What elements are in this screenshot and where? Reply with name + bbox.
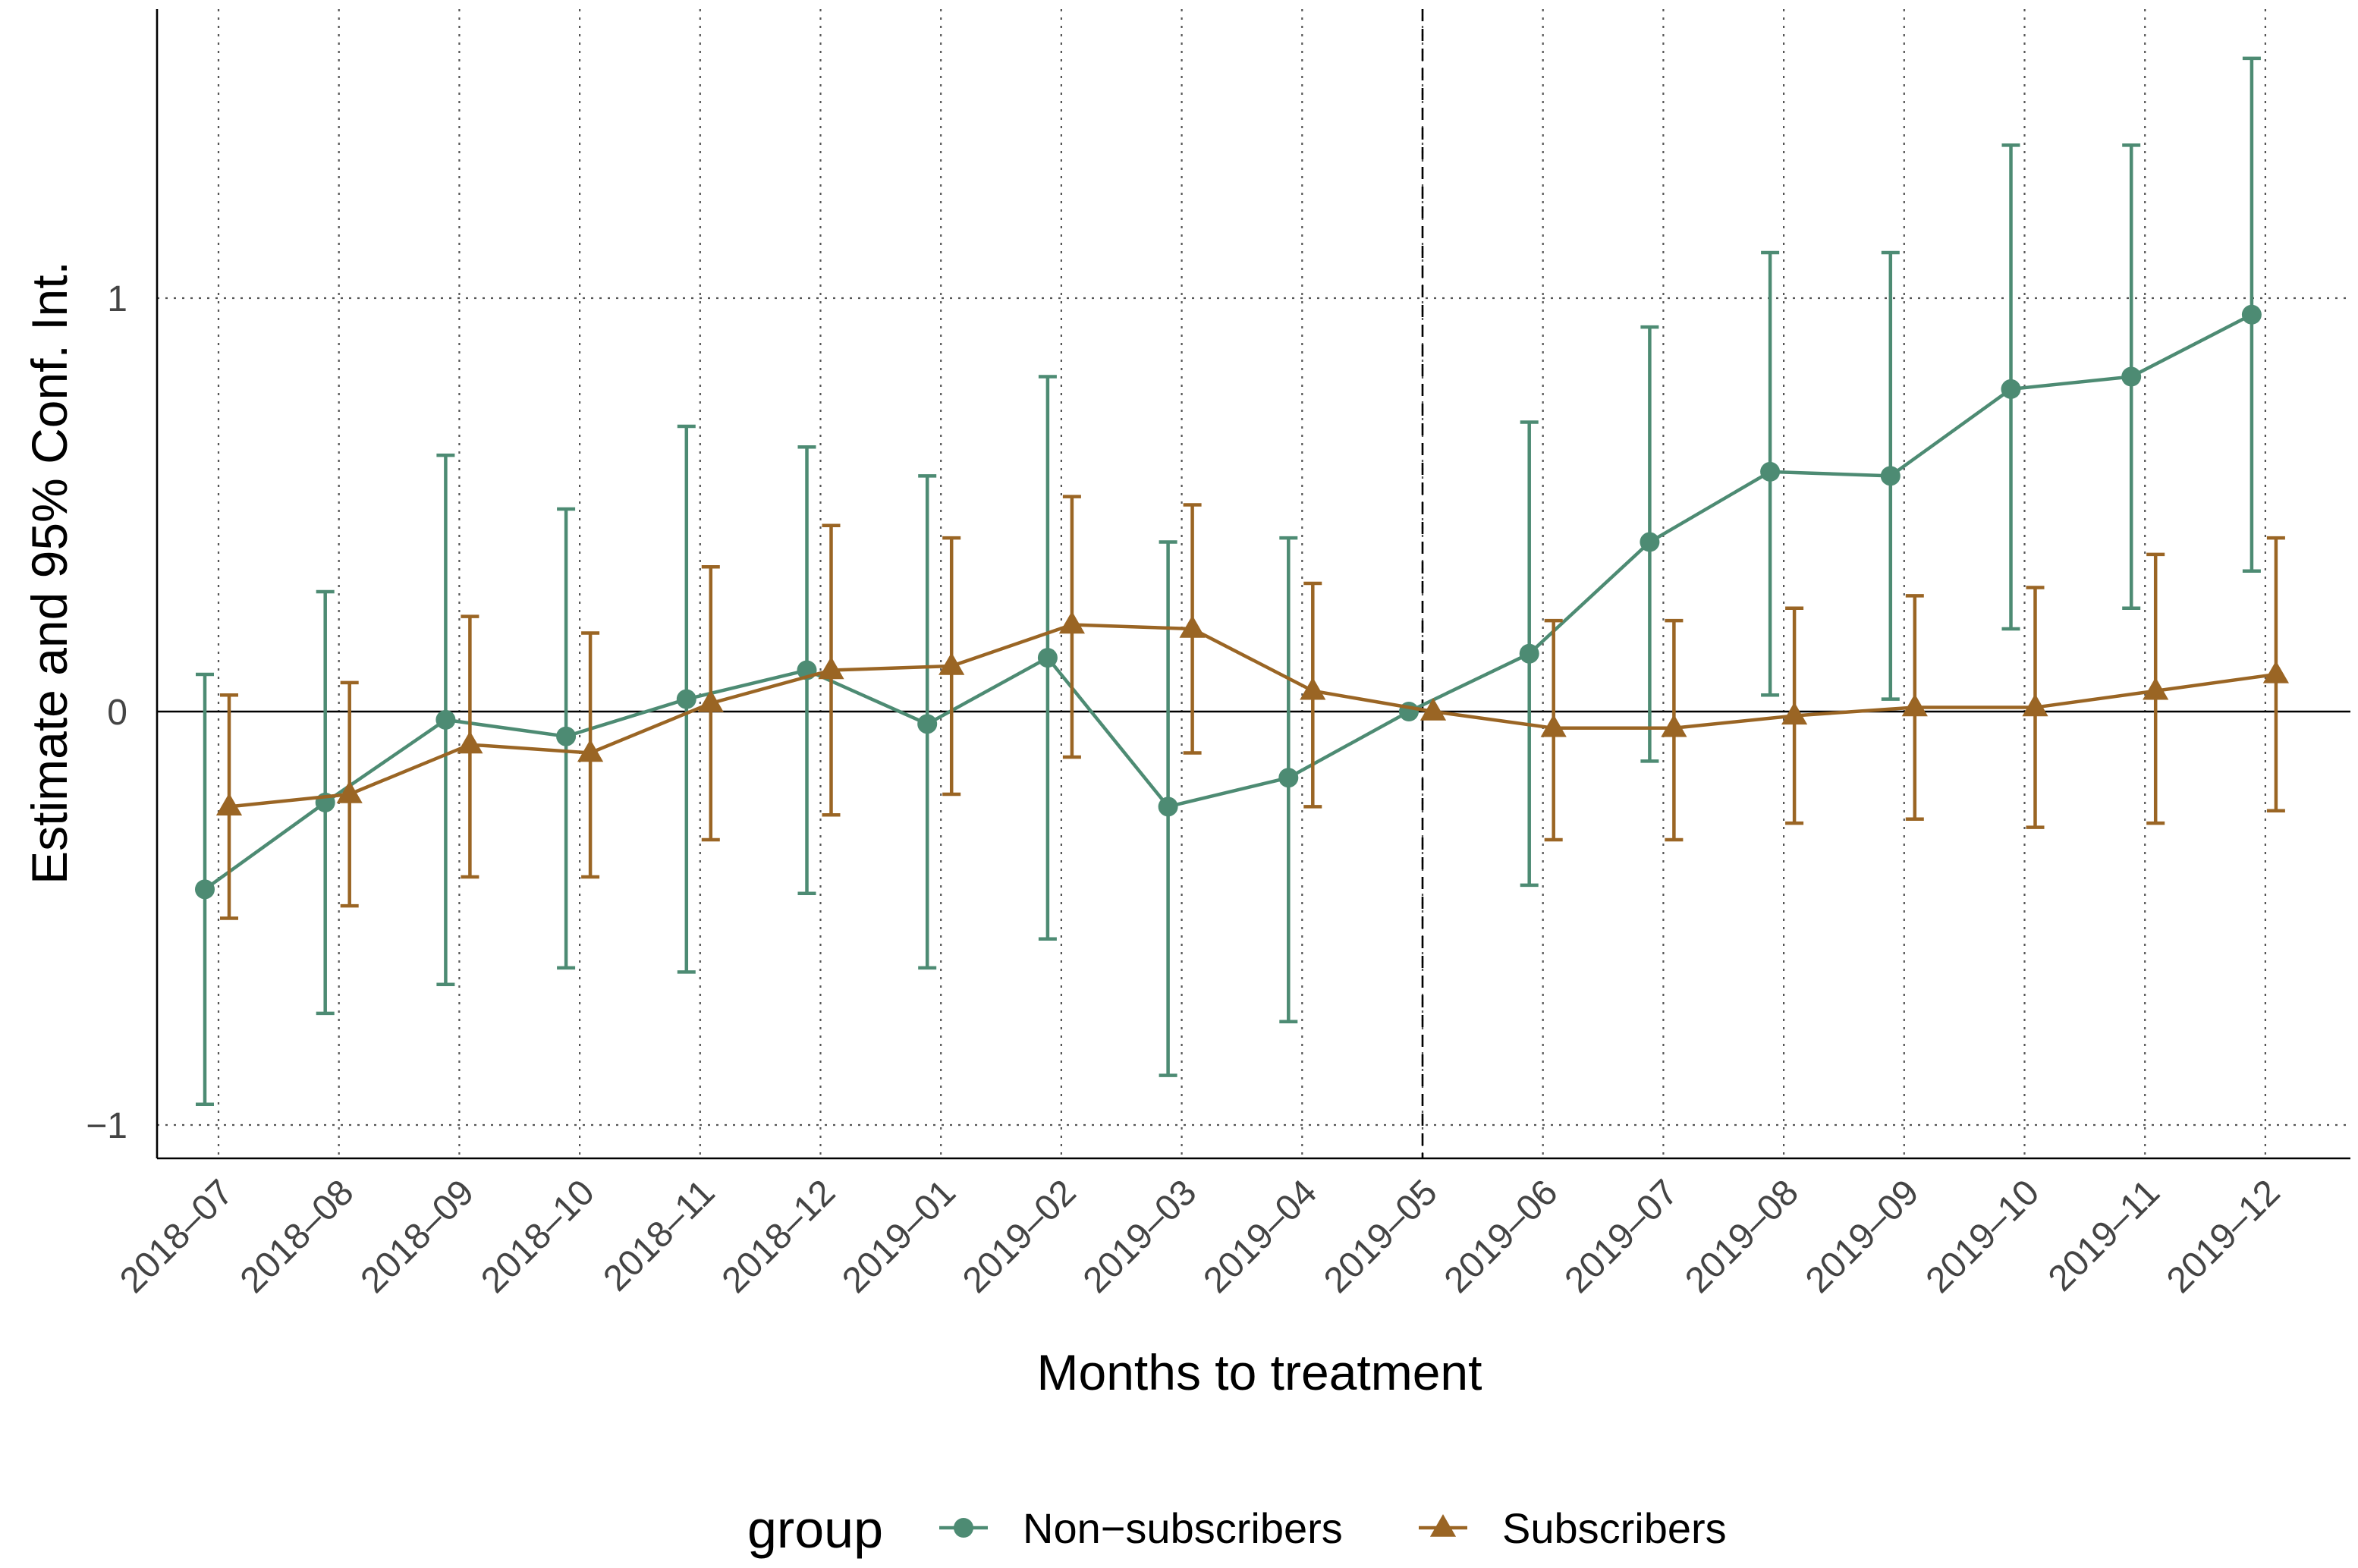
x-tick-label: 2019–02: [955, 1172, 1084, 1301]
y-axis-title: Estimate and 95% Conf. Int.: [21, 261, 77, 885]
data-point: [2121, 366, 2142, 387]
data-point: [577, 739, 604, 762]
data-point: [818, 656, 844, 680]
data-point: [2262, 660, 2289, 683]
legend-title: group: [747, 1500, 883, 1559]
data-point: [1640, 532, 1660, 552]
x-axis-title: Months to treatment: [1037, 1344, 1482, 1400]
axes: [156, 9, 2350, 1160]
data-point: [1037, 648, 1058, 668]
y-tick-label: 1: [107, 279, 127, 319]
x-tick-label: 2019–06: [1437, 1172, 1566, 1301]
x-tick-label: 2018–12: [715, 1172, 844, 1301]
series-line: [228, 623, 2277, 809]
data-point: [676, 689, 696, 709]
x-tick-label: 2019–03: [1076, 1172, 1205, 1301]
data-point: [1420, 698, 1447, 721]
legend-items: Non−subscribers Subscribers: [939, 1504, 1727, 1552]
x-tick-label: 2019–09: [1798, 1172, 1927, 1301]
legend: group Non−subscribers Subscribers: [747, 1500, 1727, 1559]
data-point: [215, 793, 243, 816]
legend-marker: [954, 1518, 973, 1538]
data-point: [336, 781, 363, 803]
series-subscribers: [215, 495, 2289, 920]
x-tick-label: 2019–07: [1558, 1172, 1687, 1301]
x-tick-label: 2019–05: [1316, 1172, 1445, 1301]
data-point: [1540, 714, 1567, 737]
x-tick-label: 2019–11: [2041, 1172, 2168, 1299]
data-point: [1880, 466, 1901, 486]
data-point: [2001, 379, 2021, 399]
y-tick-label: 0: [107, 693, 127, 733]
data-point: [457, 731, 483, 754]
series-line: [203, 313, 2253, 891]
data-point: [195, 879, 215, 900]
data-point: [1781, 702, 1808, 725]
legend-item: Subscribers: [1419, 1504, 1727, 1552]
x-tick-label: 2019–12: [2159, 1172, 2288, 1301]
data-point: [1661, 714, 1687, 737]
x-tick-label: 2018–09: [354, 1172, 483, 1301]
legend-label: Non−subscribers: [1023, 1504, 1343, 1552]
data-point: [697, 690, 724, 712]
x-tick-label: 2019–10: [1919, 1172, 2048, 1301]
data-point: [1058, 611, 1085, 634]
data-point: [2241, 304, 2262, 325]
data-point: [938, 652, 965, 675]
data-point: [1300, 677, 1326, 700]
x-tick-label: 2019–01: [835, 1172, 964, 1301]
tick-labels: −1012018–072018–082018–092018–102018–112…: [86, 279, 2287, 1301]
legend-label: Subscribers: [1502, 1504, 1727, 1552]
x-tick-label: 2018–08: [233, 1172, 362, 1301]
y-tick-label: −1: [86, 1106, 127, 1146]
legend-marker: [1429, 1514, 1457, 1537]
series-non-subscribers: [195, 56, 2262, 1106]
legend-item: Non−subscribers: [939, 1504, 1343, 1552]
data-point: [2022, 693, 2048, 717]
data-point: [1158, 797, 1178, 817]
data-point: [1901, 693, 1928, 717]
x-tick-label: 2018–07: [112, 1172, 241, 1301]
data-point: [556, 726, 577, 746]
x-tick-label: 2019–08: [1677, 1172, 1806, 1301]
data-point: [1278, 768, 1299, 788]
x-tick-label: 2018–11: [596, 1172, 722, 1299]
grid: [157, 9, 2350, 1158]
x-tick-label: 2019–04: [1196, 1172, 1325, 1301]
x-tick-label: 2018–10: [473, 1172, 602, 1301]
data-point: [2143, 677, 2169, 700]
data-point: [1179, 615, 1206, 638]
series: [195, 56, 2289, 1106]
data-point: [435, 709, 456, 730]
data-point: [1760, 461, 1781, 482]
data-point: [1519, 643, 1539, 664]
data-point: [917, 714, 938, 734]
